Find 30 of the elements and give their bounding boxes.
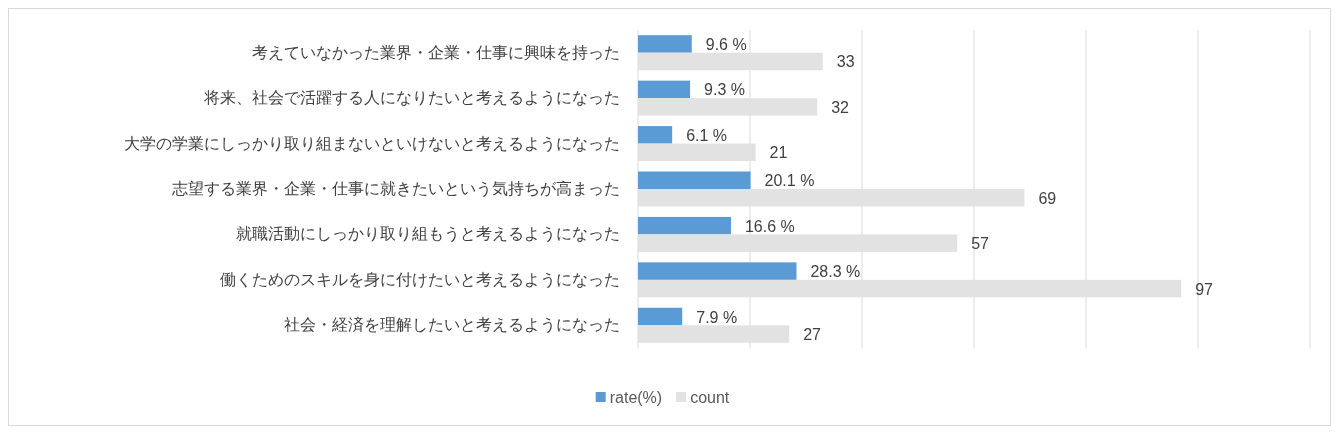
data-label: 69 [1038,189,1057,207]
data-label: 28.3 % [810,263,861,281]
bar [638,171,751,189]
data-label: 16.6 % [744,217,795,235]
data-label: 57 [971,235,990,253]
bar [638,80,691,99]
data-label: 20.1 % [764,172,815,190]
y-tick-label: 就職活動にしっかり取り組もうと考えるようになった [236,225,620,244]
data-label: 6.1 % [686,126,728,144]
legend-label: rate(%) [609,389,663,406]
bar [638,216,731,235]
bar [638,126,673,144]
data-label: 32 [831,98,850,116]
y-tick-label: 考えていなかった業界・企業・仕事に興味を持った [252,43,620,61]
y-tick-label: 志望する業界・企業・仕事に就きたいという気持ちが高まった [172,180,620,198]
data-label: 7.9 % [696,308,738,326]
y-tick-label: 社会・経済を理解したいと考えるようになった [284,316,620,335]
bar [638,307,683,326]
bar [638,262,797,280]
bar [638,35,692,53]
data-label: 9.3 % [704,81,745,99]
y-tick-label: 大学の学業にしっかり取り組まないといけないと考えるようになった [124,134,620,153]
data-label: 9.6 % [705,35,747,53]
data-label: 21 [769,144,788,162]
y-tick-label: 働くためのスキルを身に付けたいと考えるようになった [220,270,620,289]
y-tick-label: 将来、社会で活躍する人になりたいと考えるようになった [203,89,620,108]
data-label: 27 [803,326,822,344]
data-label: 33 [836,53,855,71]
legend-label: count [690,389,730,406]
data-label: 97 [1195,280,1214,298]
